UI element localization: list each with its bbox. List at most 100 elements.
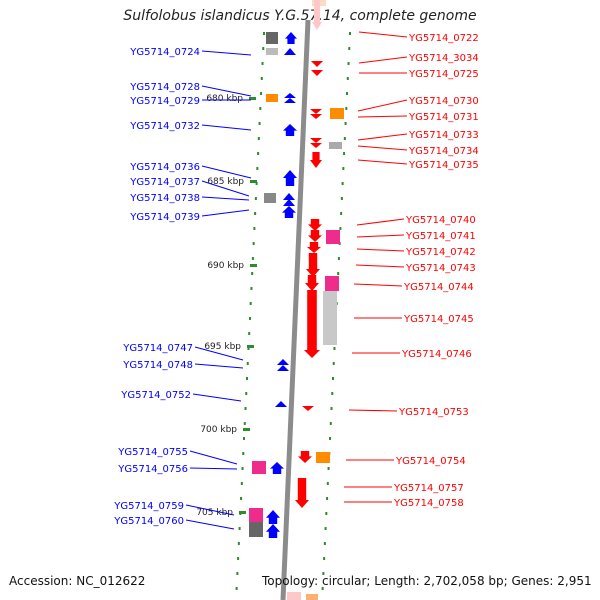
gc-tick <box>348 47 351 50</box>
gc-tick <box>329 437 332 440</box>
leader-line <box>201 180 250 197</box>
gene-label-yg5714-0745: YG5714_0745 <box>403 314 474 325</box>
leader-line <box>358 31 408 38</box>
gc-tick <box>337 272 340 275</box>
ruler-tick <box>239 511 246 514</box>
reverse-gene-arrow <box>305 275 319 291</box>
forward-gene-arrow <box>285 32 297 44</box>
gc-tick <box>236 572 239 575</box>
gc-tick <box>247 347 250 350</box>
gene-label-yg5714-0725: YG5714_0725 <box>408 69 479 80</box>
ruler-tick <box>250 264 257 267</box>
gc-tick <box>241 467 244 470</box>
magenta-feature <box>249 508 263 522</box>
leader-line <box>353 283 403 287</box>
gene-labels: YG5714_0724 YG5714_0728 YG5714_0729 YG5714_… <box>113 33 479 527</box>
gene-label-yg5714-0743: YG5714_0743 <box>405 263 476 274</box>
gene-label-yg5714-0734: YG5714_0734 <box>408 146 479 157</box>
gene-label-yg5714-0760: YG5714_0760 <box>113 516 184 527</box>
gc-tick <box>345 107 348 110</box>
leader-line <box>192 393 242 402</box>
gc-tick <box>235 587 238 590</box>
gc-tick <box>260 77 263 80</box>
leader-line <box>201 196 250 201</box>
forward-gene-arrow <box>266 510 280 524</box>
gene-label-yg5714-3034: YG5714_3034 <box>408 53 479 64</box>
gc-tick <box>327 467 330 470</box>
gc-tick <box>342 167 345 170</box>
gene-label-yg5714-0737: YG5714_0737 <box>129 177 200 188</box>
gene-label-yg5714-0735: YG5714_0735 <box>408 160 479 171</box>
gene-label-yg5714-0722: YG5714_0722 <box>408 33 479 44</box>
forward-gene-arrow <box>283 170 297 186</box>
reverse-gene-arrow <box>308 219 322 231</box>
gene-label-yg5714-0752: YG5714_0752 <box>120 390 191 401</box>
gc-tick <box>341 182 344 185</box>
reverse-gene-arrow <box>311 61 323 67</box>
gene-label-yg5714-0757: YG5714_0757 <box>393 483 464 494</box>
gc-tick <box>243 437 246 440</box>
gene-label-yg5714-0746: YG5714_0746 <box>401 349 472 360</box>
gc-tick <box>325 512 328 515</box>
gray-feature <box>329 142 342 149</box>
gene-label-yg5714-0759: YG5714_0759 <box>113 501 184 512</box>
gc-tick <box>263 32 265 35</box>
forward-gene-arrow <box>283 193 295 200</box>
gc-tick <box>331 392 334 395</box>
leader-line <box>201 85 252 97</box>
gc-tick <box>254 212 257 215</box>
leader-line <box>201 165 252 179</box>
gc-tick <box>237 557 240 560</box>
gc-tick <box>326 482 329 485</box>
gc-tick <box>252 242 255 245</box>
gc-tick <box>255 182 258 185</box>
gene-label-yg5714-0730: YG5714_0730 <box>408 96 479 107</box>
forward-gene-arrow <box>284 48 296 55</box>
gray-feature <box>323 291 337 345</box>
gc-tick <box>331 377 334 380</box>
leader-line <box>357 115 408 118</box>
leader-line <box>356 234 405 238</box>
map-title: Sulfolobus islandicus Y.G.57.14, complet… <box>123 8 477 24</box>
orange-feature <box>330 108 344 119</box>
feature-track <box>249 0 344 600</box>
forward-gene-arrow <box>283 199 295 206</box>
gc-tick <box>248 332 251 335</box>
gene-label-yg5714-0732: YG5714_0732 <box>129 121 200 132</box>
gc-tick <box>246 362 249 365</box>
gene-label-yg5714-0729: YG5714_0729 <box>129 96 200 107</box>
forward-gene-arrow <box>284 93 296 98</box>
forward-gene-arrow <box>283 124 297 136</box>
gc-tick <box>237 542 240 545</box>
gene-label-yg5714-0758: YG5714_0758 <box>393 498 464 509</box>
gc-tick <box>344 122 347 125</box>
gray-feature <box>266 48 278 55</box>
reverse-gene-arrow <box>295 478 309 508</box>
gc-tick <box>349 32 351 35</box>
leader-line <box>357 99 408 112</box>
reverse-gene-arrow <box>311 70 323 76</box>
gc-tick <box>339 227 342 230</box>
leader-line <box>355 264 405 268</box>
gc-tick <box>330 407 333 410</box>
leader-line <box>201 50 252 56</box>
forward-gene-arrow <box>277 365 289 371</box>
magenta-feature <box>326 230 340 244</box>
ruler-label: 695 kbp <box>204 342 241 352</box>
gc-tick <box>248 317 251 320</box>
gc-tick <box>343 137 346 140</box>
gene-label-yg5714-0733: YG5714_0733 <box>408 130 479 141</box>
genome-backbone <box>280 19 311 600</box>
ruler-label: 705 kbp <box>196 508 233 518</box>
gc-skew-left <box>235 32 265 590</box>
reverse-gene-arrow <box>310 138 322 143</box>
gene-label-yg5714-0756: YG5714_0756 <box>117 464 188 475</box>
reverse-gene-arrow <box>310 152 322 168</box>
gene-label-yg5714-0736: YG5714_0736 <box>129 162 200 173</box>
feature-box <box>287 592 301 600</box>
gc-tick <box>245 377 248 380</box>
reverse-gene-arrow <box>308 230 322 242</box>
gc-tick <box>326 497 329 500</box>
ruler-label: 685 kbp <box>207 177 244 187</box>
